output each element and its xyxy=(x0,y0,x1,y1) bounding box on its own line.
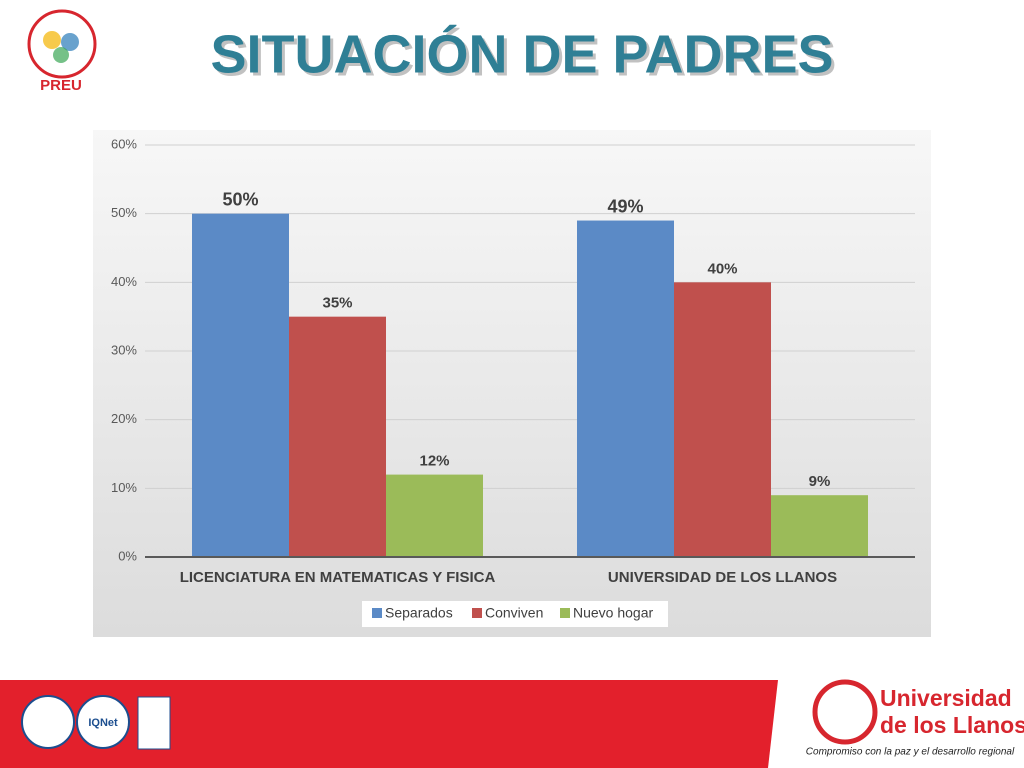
legend-swatch xyxy=(372,608,382,618)
value-label: 12% xyxy=(419,453,449,470)
value-label: 40% xyxy=(707,260,737,277)
y-tick-label: 50% xyxy=(111,205,137,220)
legend-swatch xyxy=(560,608,570,618)
cert-text: IQNet xyxy=(88,717,118,729)
cert-seal xyxy=(137,696,171,750)
preu-logo: PREU xyxy=(27,9,97,94)
cert-seal xyxy=(76,695,130,749)
bar xyxy=(192,213,289,557)
y-tick-label: 30% xyxy=(111,342,137,357)
bar xyxy=(289,316,386,557)
logo-figure xyxy=(43,31,61,49)
cert-logos: IQNet xyxy=(21,695,171,750)
title-shadow: SITUACIÓN DE PADRES xyxy=(213,27,836,87)
cert-seal xyxy=(21,695,75,749)
y-tick-label: 20% xyxy=(111,411,137,426)
chart: 0% 10% 20% 30% 40% 50% 60% LICENCIATURA EN MATE… xyxy=(111,136,915,627)
bar xyxy=(577,220,674,558)
value-label: 50% xyxy=(222,189,258,209)
slide-title: SITUACIÓN DE PADRES xyxy=(210,24,833,84)
university-name: Universidad xyxy=(880,685,1012,711)
logo-figure xyxy=(53,47,69,63)
logo-text: PREU xyxy=(40,77,82,94)
university-seal xyxy=(812,679,878,745)
x-tick-label: LICENCIATURA EN MATEMATICAS Y FISICA xyxy=(180,569,496,586)
value-label: 49% xyxy=(607,196,643,216)
bar xyxy=(771,495,868,557)
university-motto: Compromiso con la paz y el desarrollo re… xyxy=(806,747,1015,758)
legend-label: Separados xyxy=(385,605,453,621)
bar xyxy=(674,282,771,557)
value-label: 9% xyxy=(809,473,831,490)
university-name: de los Llanos xyxy=(880,712,1024,738)
logo-figure xyxy=(61,33,79,51)
y-tick-label: 40% xyxy=(111,274,137,289)
bar xyxy=(386,474,483,557)
x-tick-label: UNIVERSIDAD DE LOS LLANOS xyxy=(608,569,837,586)
legend-box xyxy=(362,601,668,627)
footer-band xyxy=(0,680,778,768)
y-tick-label: 60% xyxy=(111,136,137,151)
y-tick-label: 10% xyxy=(111,480,137,495)
y-tick-label: 0% xyxy=(118,548,137,563)
legend-swatch xyxy=(472,608,482,618)
value-label: 35% xyxy=(322,295,352,312)
logo-ring xyxy=(27,9,97,79)
legend-label: Conviven xyxy=(485,605,543,621)
legend-label: Nuevo hogar xyxy=(573,605,654,621)
